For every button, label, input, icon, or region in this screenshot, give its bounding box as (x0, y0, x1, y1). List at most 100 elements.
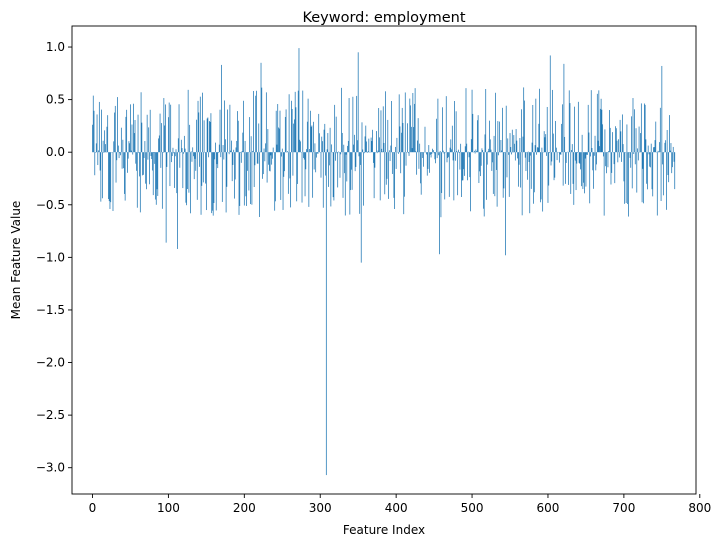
bar (646, 152, 648, 184)
bar (575, 152, 577, 191)
bar (351, 152, 353, 190)
bar (133, 103, 134, 153)
bar (652, 152, 654, 197)
bar (214, 152, 216, 160)
bar (463, 152, 465, 170)
bar (619, 119, 621, 153)
bar (299, 139, 301, 153)
bar (334, 104, 336, 153)
bar (478, 152, 480, 184)
bar (443, 152, 445, 154)
bar (548, 152, 550, 186)
bar (169, 152, 171, 187)
bar (377, 150, 379, 153)
bar (139, 152, 140, 177)
bar (168, 117, 169, 153)
bar (674, 152, 676, 190)
bar (291, 100, 292, 153)
bar (465, 88, 467, 153)
bar (666, 152, 667, 210)
bar (129, 143, 131, 153)
bar (187, 152, 188, 190)
bar (493, 135, 495, 153)
bar (224, 100, 225, 153)
bar (388, 152, 389, 199)
y-axis-label: Mean Feature Value (9, 201, 23, 320)
bar (389, 152, 391, 162)
bar (235, 147, 237, 153)
bar (435, 152, 436, 164)
bar (317, 152, 319, 154)
bar (354, 134, 355, 153)
bar (234, 152, 235, 199)
bar (570, 152, 572, 194)
bar (150, 152, 152, 156)
bar (549, 152, 550, 154)
bar (623, 152, 625, 182)
bar (390, 145, 392, 153)
bar (569, 103, 571, 153)
x-tick-label: 100 (157, 501, 180, 515)
bar (480, 152, 481, 177)
bar (269, 152, 271, 172)
bar (252, 150, 254, 153)
bar (538, 123, 540, 153)
bar (647, 145, 649, 153)
bar (284, 116, 286, 153)
bar (134, 120, 136, 153)
bar (495, 92, 496, 153)
bar (152, 152, 153, 171)
bar (394, 152, 396, 209)
bar (608, 150, 610, 153)
bar (224, 139, 226, 153)
bar (532, 104, 534, 153)
bar (525, 152, 527, 172)
bar (506, 152, 508, 178)
bar (255, 95, 257, 153)
bar (257, 152, 259, 164)
bar (571, 149, 572, 153)
bar (281, 148, 283, 153)
bar (302, 90, 304, 153)
bar (262, 152, 263, 179)
bar (121, 152, 123, 169)
bar (550, 152, 552, 166)
bar (278, 128, 280, 153)
bar (339, 152, 341, 178)
bar (408, 152, 410, 156)
bar (518, 152, 520, 165)
bar (546, 106, 548, 153)
bar (413, 103, 415, 153)
y-tick-label: −2.0 (36, 356, 65, 370)
bar (584, 152, 585, 194)
bar (296, 152, 298, 202)
bar (442, 150, 444, 153)
bar (491, 152, 493, 171)
bar (285, 109, 287, 153)
bar (197, 100, 199, 153)
bar (446, 152, 448, 163)
bar (665, 140, 667, 153)
bar (162, 152, 164, 153)
bar (318, 113, 320, 153)
bar (561, 123, 563, 153)
bar (543, 131, 545, 153)
bar (94, 152, 96, 176)
bar (625, 152, 627, 203)
bar (545, 134, 547, 153)
bar (449, 147, 451, 153)
bar (521, 109, 522, 153)
bar (399, 126, 401, 153)
bar (158, 135, 160, 153)
bar (483, 152, 485, 217)
bar (124, 152, 125, 194)
bar (218, 144, 220, 153)
bar (658, 151, 660, 153)
bar (212, 152, 213, 211)
bar (611, 152, 613, 173)
bar (307, 98, 309, 153)
bar (331, 144, 332, 153)
bar (514, 143, 515, 153)
bar (130, 150, 132, 153)
bar (282, 152, 284, 210)
